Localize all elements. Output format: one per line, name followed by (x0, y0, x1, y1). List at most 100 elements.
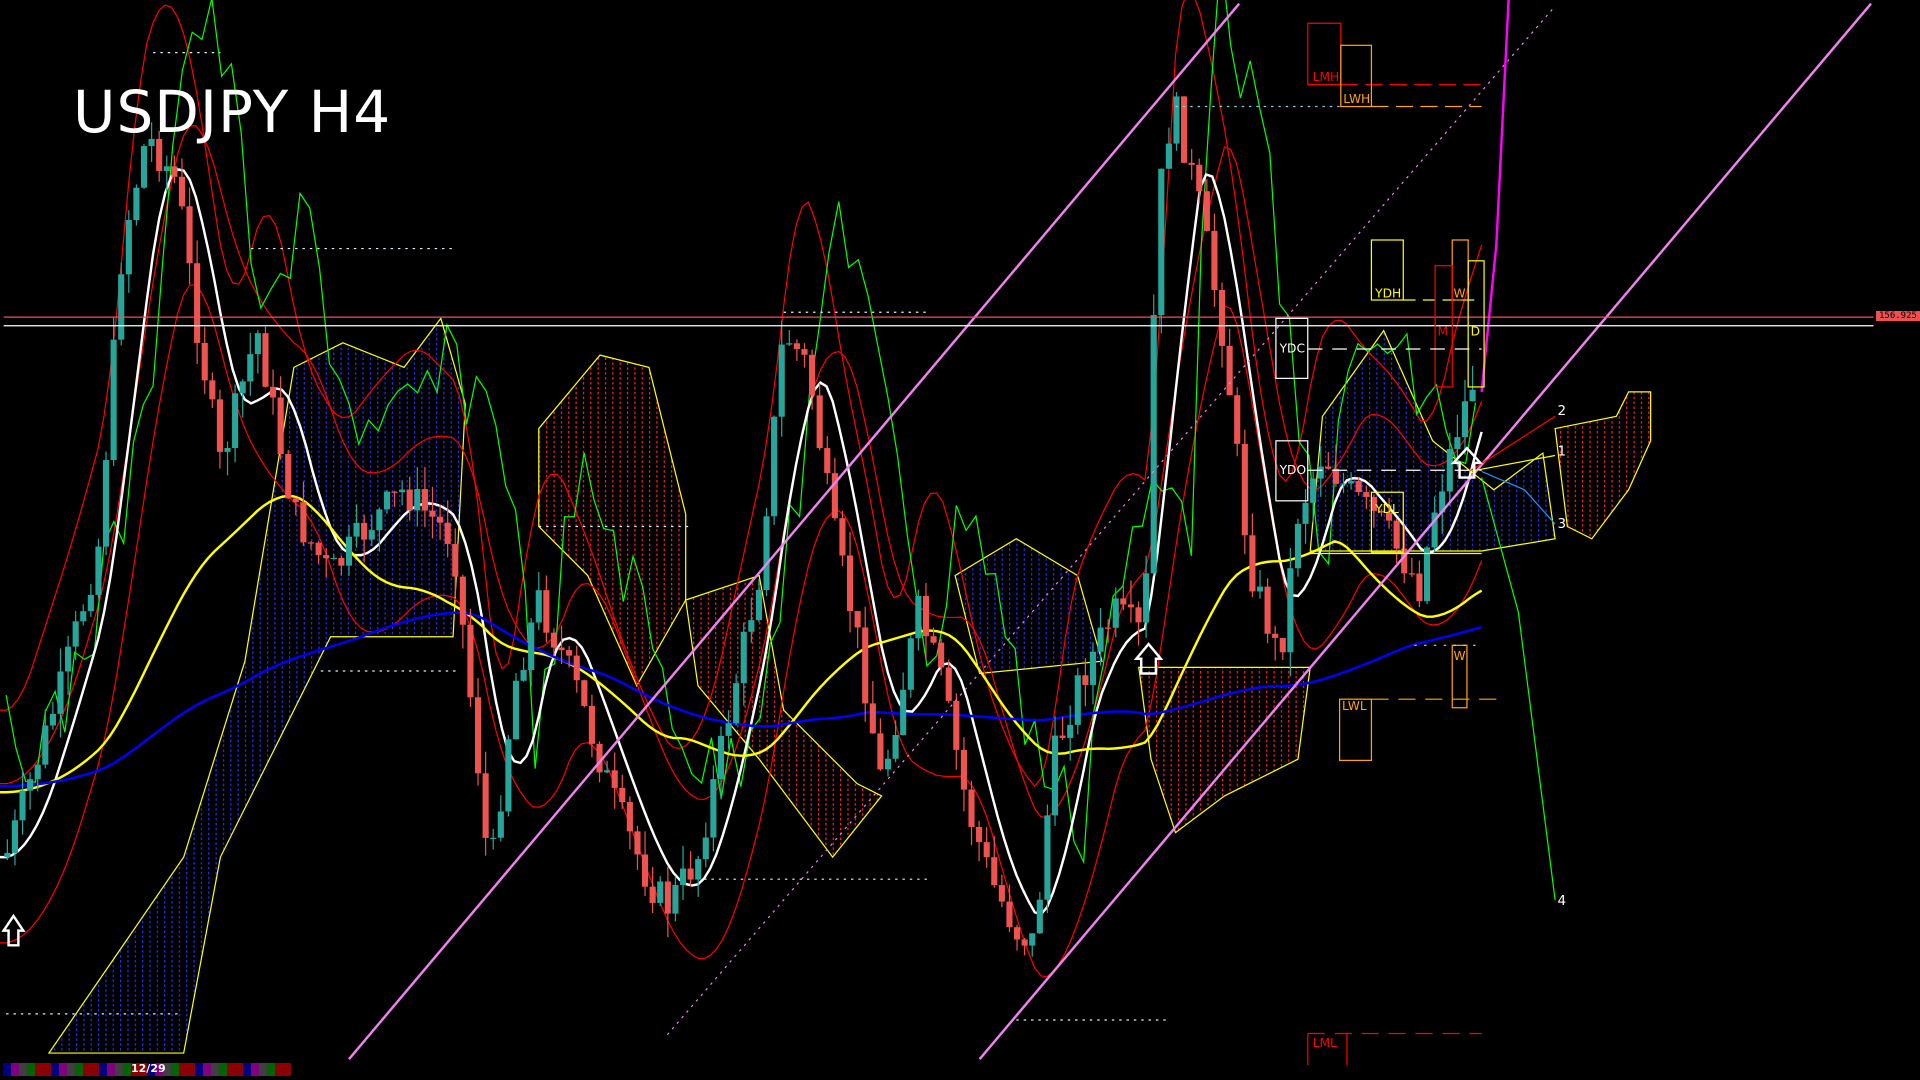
color-bar-cell (3, 1063, 11, 1076)
bull-candle (695, 859, 702, 880)
bear-candle (664, 881, 671, 914)
bear-candle (1203, 191, 1210, 231)
bear-candle (801, 349, 808, 355)
bull-candle (383, 491, 390, 510)
bull-candle (497, 811, 504, 838)
bull-candle (34, 764, 41, 780)
color-bar-cell (211, 1063, 219, 1076)
bear-candle (209, 380, 216, 400)
bull-candle (163, 166, 170, 172)
color-bar-cell (147, 1063, 155, 1076)
bear-candle (156, 138, 163, 172)
bull-candle (520, 670, 527, 681)
bollinger-upper (0, 125, 1483, 819)
color-bar-cell (163, 1063, 171, 1076)
color-bar-cell (267, 1063, 275, 1076)
channel-upper (348, 2, 1241, 1060)
bull-candle (1089, 651, 1097, 685)
bear-candle (467, 624, 474, 698)
oscillator-projection (1481, 477, 1556, 901)
bull-candle (414, 489, 421, 511)
bear-candle (1014, 927, 1021, 940)
bear-candle (960, 749, 967, 790)
buy-arrow-icon (1133, 642, 1164, 675)
bull-candle (118, 274, 125, 340)
bull-candle (755, 589, 762, 621)
bull-candle (771, 416, 778, 517)
bear-candle (285, 454, 292, 499)
bollinger-lower (0, 284, 1483, 978)
bear-candle (1408, 573, 1415, 575)
bear-candle (1393, 520, 1400, 549)
bull-candle (717, 735, 725, 780)
bear-candle (793, 343, 800, 350)
bear-candle (976, 826, 983, 843)
color-bar-cell (19, 1063, 27, 1076)
bear-candle (938, 642, 945, 668)
label-ydc: YDC (1279, 342, 1305, 356)
label-lmh: LMH (1313, 70, 1340, 84)
level-m: M (1434, 265, 1453, 388)
color-bar-cell (43, 1063, 51, 1076)
bull-candle (368, 530, 375, 540)
color-bar-cell (123, 1063, 131, 1076)
bear-candle (1135, 607, 1142, 623)
bear-candle (588, 705, 595, 744)
channel-lower (978, 2, 1872, 1060)
label-w-lower: W (1453, 649, 1465, 663)
cloud-bullish (954, 538, 1103, 675)
bear-candle (1105, 627, 1112, 629)
bull-candle (1287, 568, 1294, 653)
bear-candle (1241, 443, 1248, 536)
indicator-lines (0, 0, 1556, 978)
bear-candle (862, 627, 869, 704)
bull-candle (710, 779, 717, 838)
bull-candle (140, 146, 148, 188)
bear-candle (1401, 548, 1408, 574)
bear-candle (558, 647, 565, 651)
color-bar-cell (67, 1063, 75, 1076)
color-bar-cell (251, 1063, 259, 1076)
bull-candle (49, 713, 56, 726)
color-bar-cell (203, 1063, 211, 1076)
bear-candle (1082, 675, 1089, 685)
bull-candle (892, 735, 899, 759)
bull-candle (1051, 735, 1059, 816)
ma-yellow (0, 494, 1483, 794)
bull-candle (4, 852, 11, 858)
timeframe-color-bar[interactable] (3, 1063, 291, 1076)
level-w-upper: W (1451, 239, 1469, 301)
bull-candle (87, 594, 94, 612)
bull-candle (247, 354, 254, 382)
bear-candle (968, 789, 975, 827)
bull-candle (505, 739, 512, 812)
bear-candle (1279, 637, 1286, 653)
cloud-bearish (1554, 391, 1652, 540)
bear-candle (1188, 162, 1195, 165)
color-bar-cell (51, 1063, 59, 1076)
bear-candle (1416, 573, 1423, 602)
bear-candle (300, 502, 307, 543)
color-bar-cell (35, 1063, 43, 1076)
bull-candle (232, 393, 239, 448)
bull-candle (95, 546, 102, 595)
bull-candle (1431, 512, 1438, 548)
bear-candle (323, 555, 330, 559)
bull-candle (778, 344, 785, 417)
color-bar-cell (235, 1063, 243, 1076)
bear-candle (846, 555, 854, 612)
bull-candle (1112, 598, 1119, 628)
projection-2 (1469, 415, 1556, 472)
bear-candle (854, 611, 861, 628)
bull-candle (1469, 389, 1476, 402)
projection-label-2: 2 (1558, 404, 1567, 419)
bull-candle (1423, 547, 1431, 602)
bear-candle (642, 854, 649, 887)
color-bar-cell (283, 1063, 291, 1076)
bear-candle (824, 448, 831, 474)
level-lml: LML (1305, 1032, 1482, 1080)
bear-candle (1355, 481, 1362, 493)
label-d: D (1471, 325, 1480, 339)
label-lwl: LWL (1342, 699, 1367, 713)
